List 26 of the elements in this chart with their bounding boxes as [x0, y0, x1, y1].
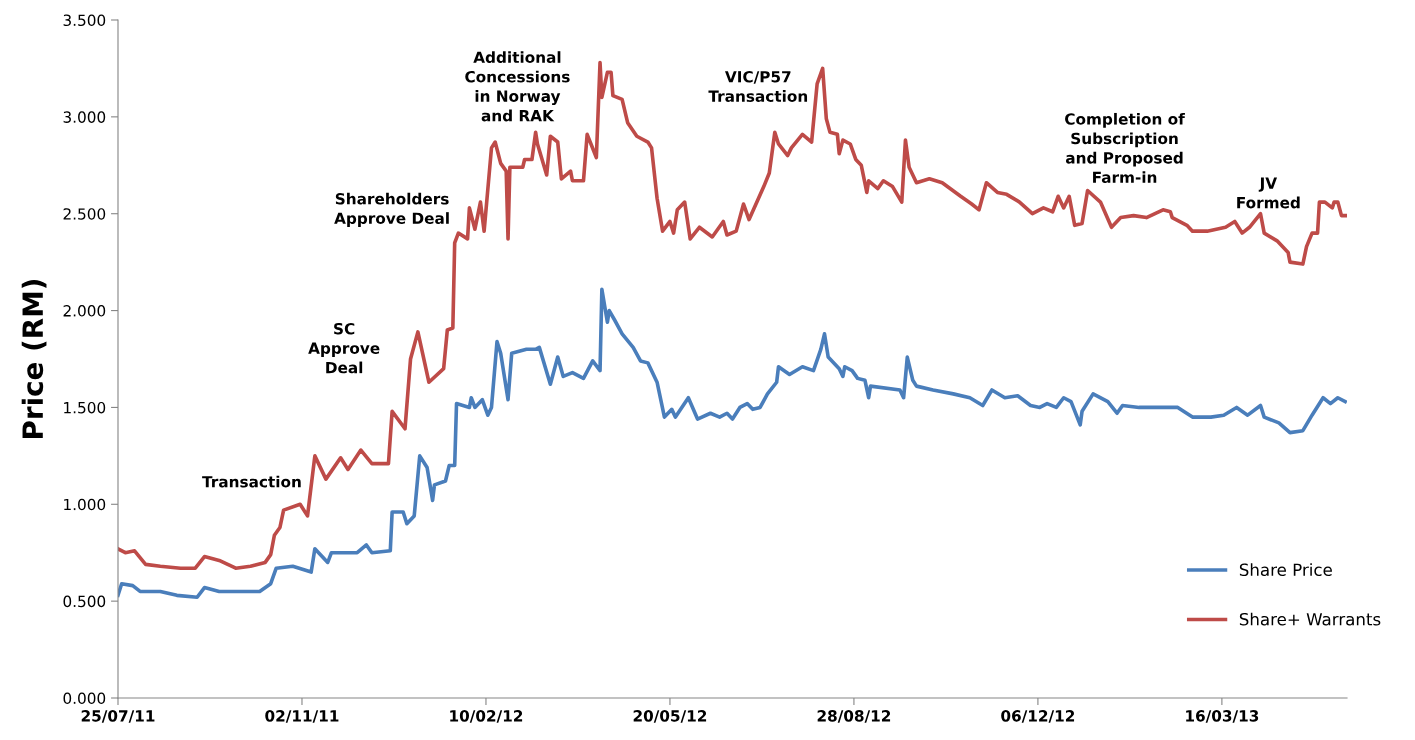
y-tick-label: 0.500 [63, 595, 106, 608]
legend-label: Share+ Warrants [1239, 612, 1381, 626]
x-tick-label: 10/02/12 [450, 710, 523, 723]
line-series [118, 287, 1347, 600]
annotation: Transaction [202, 475, 301, 488]
y-tick-label: 2.500 [63, 208, 106, 220]
x-tick-label: 20/05/12 [633, 710, 707, 723]
y-tick-label: 2.000 [63, 305, 106, 317]
annotation: VIC/P57 Transaction [708, 70, 808, 102]
x-tick-label: 02/11/11 [265, 710, 339, 723]
y-tick-label: 3.500 [63, 14, 106, 27]
annotation: Completion of Subscription and Proposed Farm-in [1065, 112, 1185, 184]
y-tick-label: 1.500 [64, 401, 106, 414]
x-tick-label: 06/12/12 [1001, 710, 1075, 723]
annotation: Shareholders Approve Deal [334, 192, 449, 227]
legend-label: Share Price [1239, 563, 1332, 577]
x-tick-label: 16/03/13 [1186, 710, 1259, 723]
annotation: JV Formed [1237, 177, 1300, 209]
y-tick-label: 3.000 [63, 111, 106, 123]
x-tick-label: 28/08/12 [817, 710, 891, 723]
annotation: SC Approve Deal [308, 322, 380, 374]
annotation: Additional Concessions in Norway and RAK [465, 51, 570, 122]
x-tick-label: 25/07/11 [81, 710, 155, 723]
y-tick-label: 0.000 [63, 692, 106, 705]
y-tick-label: 1.000 [64, 498, 106, 511]
y-axis-title: Price (RM) [21, 279, 47, 438]
